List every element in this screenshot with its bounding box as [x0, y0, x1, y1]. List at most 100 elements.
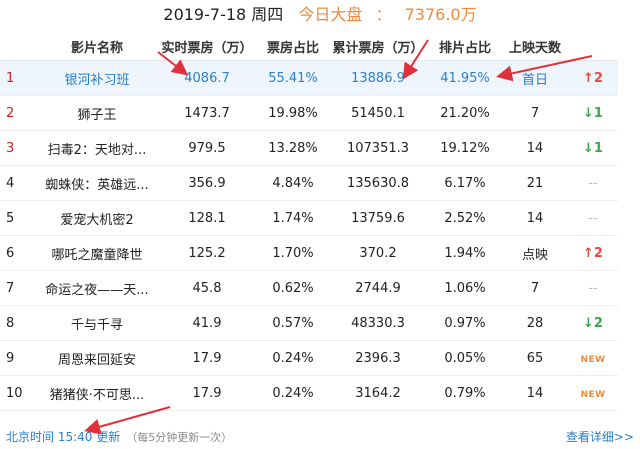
- trend-flat-indicator: --: [588, 210, 598, 226]
- screen-share-cell: 2.52%: [428, 200, 502, 236]
- table-row[interactable]: 4 蜘蛛侠：英雄远... 356.9 4.84% 135630.8 6.17% …: [0, 165, 618, 201]
- table-row[interactable]: 9 周恩来回延安 17.9 0.24% 2396.3 0.05% 65 NEW: [0, 340, 618, 376]
- today-total-label: 今日大盘: [298, 5, 363, 24]
- film-name-link[interactable]: 蜘蛛侠：英雄远...: [38, 165, 156, 201]
- trend-down-indicator: ↓1: [583, 140, 603, 156]
- table-row[interactable]: 1 银河补习班 4086.7 55.41% 13886.9 41.95% 首日 …: [0, 60, 618, 96]
- share-cell: 13.28%: [258, 130, 328, 166]
- trend-cell: --: [568, 270, 618, 306]
- share-cell: 0.24%: [258, 340, 328, 376]
- total-cell: 13886.9: [328, 60, 428, 96]
- trend-up-indicator: ↑2: [583, 70, 603, 86]
- update-time-text: 北京时间 15:40 更新: [6, 430, 121, 444]
- share-cell: 0.24%: [258, 375, 328, 411]
- realtime-cell: 125.2: [156, 235, 258, 271]
- share-cell: 19.98%: [258, 95, 328, 131]
- today-total-separator: ：: [375, 5, 392, 24]
- box-office-header: 2019-7-18 周四 今日大盘 ： 7376.0万: [0, 0, 640, 32]
- rank-cell: 3: [0, 130, 38, 166]
- date-label: 2019-7-18 周四: [163, 5, 284, 24]
- share-cell: 55.41%: [258, 60, 328, 96]
- days-cell: 21: [502, 165, 568, 201]
- table-header-row: 影片名称 实时票房（万） 票房占比 累计票房（万） 排片占比 上映天数: [0, 32, 618, 61]
- new-badge: NEW: [580, 389, 606, 400]
- days-cell: 28: [502, 305, 568, 341]
- days-cell: 14: [502, 130, 568, 166]
- film-name-link[interactable]: 猪猪侠·不可思...: [38, 375, 156, 411]
- table-row[interactable]: 2 狮子王 1473.7 19.98% 51450.1 21.20% 7 ↓1: [0, 95, 618, 131]
- rank-cell: 10: [0, 375, 38, 411]
- col-film-name-header[interactable]: 影片名称: [38, 32, 156, 61]
- table-row[interactable]: 7 命运之夜——天... 45.8 0.62% 2744.9 1.06% 7 -…: [0, 270, 618, 306]
- trend-cell: NEW: [568, 340, 618, 376]
- film-name-link[interactable]: 爱宠大机密2: [38, 200, 156, 236]
- screen-share-cell: 41.95%: [428, 60, 502, 96]
- film-name-link[interactable]: 命运之夜——天...: [38, 270, 156, 306]
- realtime-cell: 1473.7: [156, 95, 258, 131]
- rank-cell: 4: [0, 165, 38, 201]
- total-cell: 3164.2: [328, 375, 428, 411]
- realtime-cell: 17.9: [156, 375, 258, 411]
- days-cell: 14: [502, 375, 568, 411]
- trend-cell: ↑2: [568, 60, 618, 96]
- screen-share-cell: 0.97%: [428, 305, 502, 341]
- rank-cell: 5: [0, 200, 38, 236]
- update-frequency-note: （每5分钟更新一次）: [126, 431, 233, 444]
- film-name-link[interactable]: 扫毒2：天地对...: [38, 130, 156, 166]
- total-cell: 13759.6: [328, 200, 428, 236]
- share-cell: 0.62%: [258, 270, 328, 306]
- film-name-link[interactable]: 银河补习班: [38, 60, 156, 96]
- days-cell: 65: [502, 340, 568, 376]
- trend-cell: --: [568, 165, 618, 201]
- film-name-link[interactable]: 哪吒之魔童降世: [38, 235, 156, 271]
- table-row[interactable]: 10 猪猪侠·不可思... 17.9 0.24% 3164.2 0.79% 14…: [0, 375, 618, 411]
- realtime-cell: 41.9: [156, 305, 258, 341]
- trend-flat-indicator: --: [588, 280, 598, 296]
- rank-cell: 7: [0, 270, 38, 306]
- total-cell: 370.2: [328, 235, 428, 271]
- update-time-info: 北京时间 15:40 更新 （每5分钟更新一次）: [6, 428, 232, 445]
- share-cell: 1.74%: [258, 200, 328, 236]
- rank-cell: 9: [0, 340, 38, 376]
- col-total-header[interactable]: 累计票房（万）: [328, 32, 428, 61]
- days-cell: 首日: [502, 60, 568, 96]
- days-cell: 7: [502, 270, 568, 306]
- trend-flat-indicator: --: [588, 175, 598, 191]
- trend-up-indicator: ↑2: [583, 245, 603, 261]
- trend-cell: ↑2: [568, 235, 618, 271]
- view-details-link[interactable]: 查看详细>>: [565, 430, 634, 444]
- realtime-cell: 128.1: [156, 200, 258, 236]
- total-cell: 135630.8: [328, 165, 428, 201]
- trend-cell: ↓2: [568, 305, 618, 341]
- realtime-cell: 4086.7: [156, 60, 258, 96]
- col-realtime-header[interactable]: 实时票房（万）: [156, 32, 258, 61]
- film-name-link[interactable]: 狮子王: [38, 95, 156, 131]
- film-name-link[interactable]: 千与千寻: [38, 305, 156, 341]
- screen-share-cell: 19.12%: [428, 130, 502, 166]
- trend-cell: NEW: [568, 375, 618, 411]
- col-screen-share-header[interactable]: 排片占比: [428, 32, 502, 61]
- realtime-cell: 356.9: [156, 165, 258, 201]
- table-row[interactable]: 8 千与千寻 41.9 0.57% 48330.3 0.97% 28 ↓2: [0, 305, 618, 341]
- share-cell: 4.84%: [258, 165, 328, 201]
- trend-cell: --: [568, 200, 618, 236]
- share-cell: 0.57%: [258, 305, 328, 341]
- days-cell: 14: [502, 200, 568, 236]
- days-cell: 7: [502, 95, 568, 131]
- screen-share-cell: 6.17%: [428, 165, 502, 201]
- total-cell: 2396.3: [328, 340, 428, 376]
- film-name-link[interactable]: 周恩来回延安: [38, 340, 156, 376]
- total-cell: 107351.3: [328, 130, 428, 166]
- table-row[interactable]: 5 爱宠大机密2 128.1 1.74% 13759.6 2.52% 14 --: [0, 200, 618, 236]
- table-row[interactable]: 6 哪吒之魔童降世 125.2 1.70% 370.2 1.94% 点映 ↑2: [0, 235, 618, 271]
- col-trend-header: [568, 32, 618, 61]
- today-total-value: 7376.0万: [404, 5, 477, 24]
- trend-cell: ↓1: [568, 95, 618, 131]
- col-days-header[interactable]: 上映天数: [502, 32, 568, 61]
- trend-down-indicator: ↓2: [583, 315, 603, 331]
- screen-share-cell: 21.20%: [428, 95, 502, 131]
- table-row[interactable]: 3 扫毒2：天地对... 979.5 13.28% 107351.3 19.12…: [0, 130, 618, 166]
- col-share-header[interactable]: 票房占比: [258, 32, 328, 61]
- screen-share-cell: 0.79%: [428, 375, 502, 411]
- trend-cell: ↓1: [568, 130, 618, 166]
